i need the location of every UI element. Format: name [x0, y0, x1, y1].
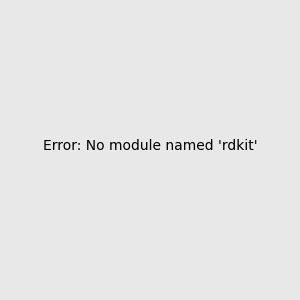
Text: Error: No module named 'rdkit': Error: No module named 'rdkit': [43, 139, 257, 153]
